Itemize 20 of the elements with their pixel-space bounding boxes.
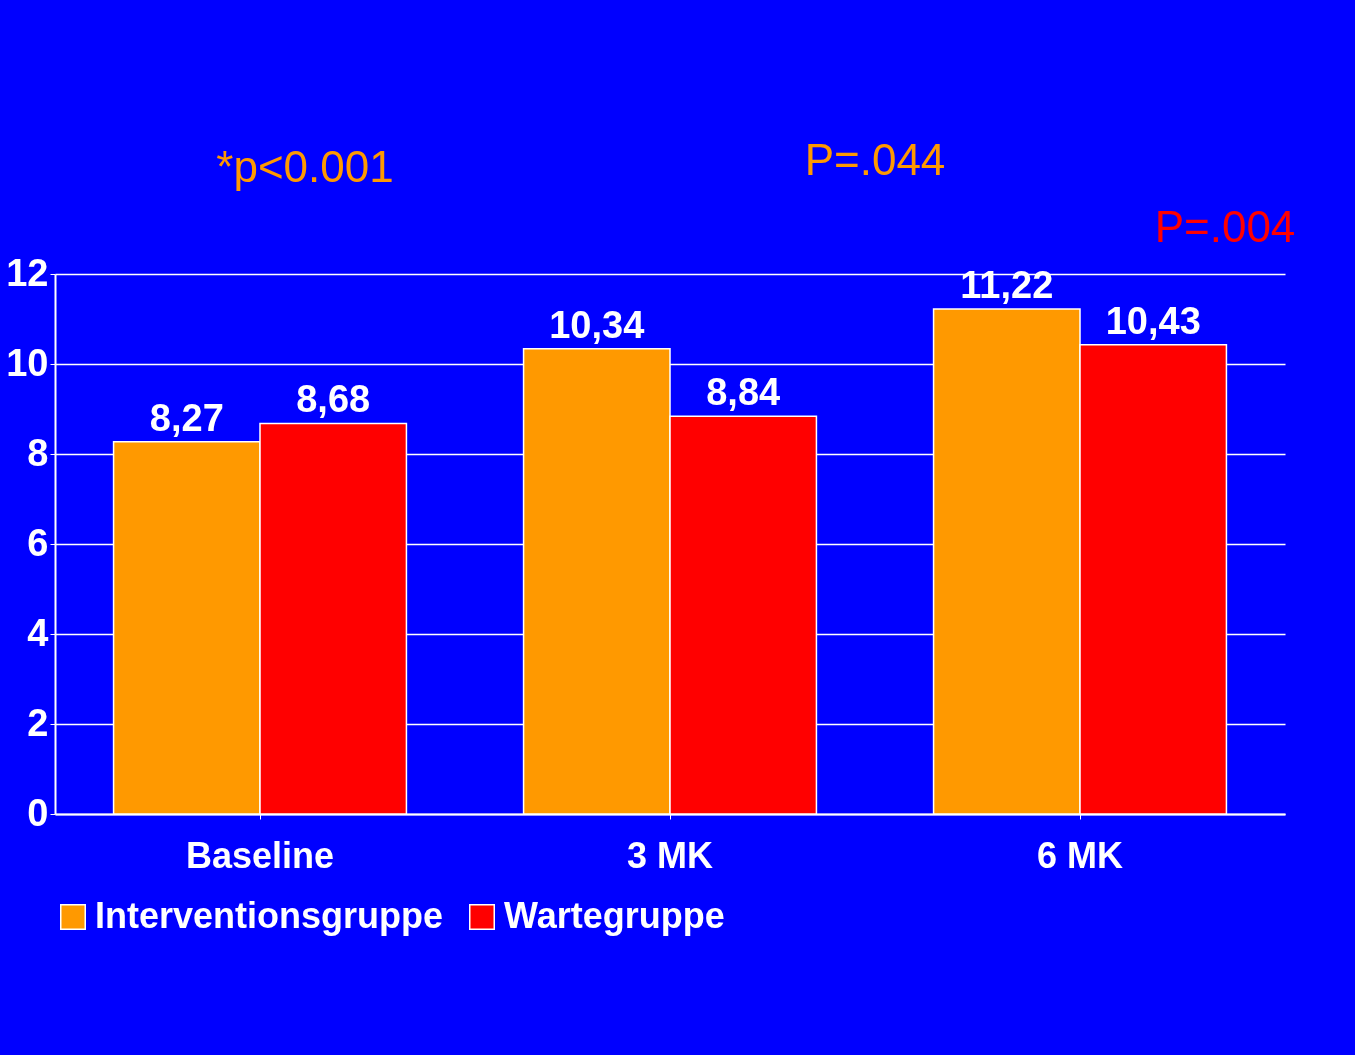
data-label: 8,84 <box>706 371 781 414</box>
y-tick-label: 2 <box>27 701 49 744</box>
data-label: 8,68 <box>296 378 371 421</box>
x-tick-label: 3 MK <box>626 834 714 876</box>
legend-label: Wartegruppe <box>504 895 725 936</box>
data-label: 8,27 <box>149 396 224 439</box>
text: P=.044 <box>804 135 946 184</box>
x-tick-label: Baseline <box>185 834 335 876</box>
x-tick-label: 6 MK <box>1036 834 1124 876</box>
y-tick-label: 12 <box>6 251 49 294</box>
legend-label: Interventionsgruppe <box>95 895 444 936</box>
y-tick-label: 6 <box>27 521 49 564</box>
y-tick-label: 10 <box>6 341 49 384</box>
y-tick-label: 0 <box>27 791 49 834</box>
text: *p<0.001 <box>216 142 394 191</box>
y-tick-label: 8 <box>27 431 49 474</box>
y-tick-label: 4 <box>27 611 49 654</box>
data-label: 10,43 <box>1105 299 1201 342</box>
text: P=.004 <box>1154 202 1296 251</box>
data-label: 10,34 <box>549 303 645 346</box>
